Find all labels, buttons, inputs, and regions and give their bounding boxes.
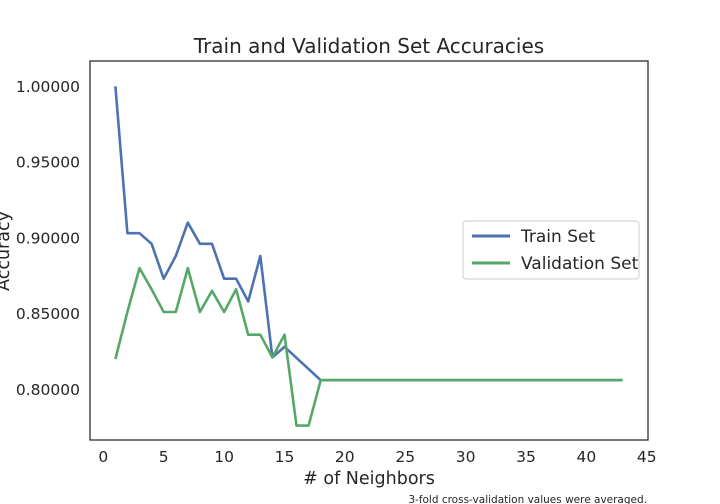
legend-label-validation-set: Validation Set [521,254,639,274]
x-tick-label: 5 [159,448,169,466]
y-tick-label: 1.00000 [16,78,80,96]
footnote: 3-fold cross-validation values were aver… [408,494,647,504]
x-tick-label: 30 [456,448,476,466]
series-lines [114,86,623,427]
y-tick-labels: 0.80000 0.85000 0.90000 0.95000 1.00000 [16,78,80,399]
y-tick-label: 0.95000 [16,154,80,172]
y-tick-label: 0.90000 [16,229,80,247]
series-line-train-set [114,86,623,382]
legend-label-train-set: Train Set [520,227,595,247]
x-tick-label: 40 [577,448,597,466]
x-tick-label: 0 [98,448,108,466]
x-tick-label: 45 [637,448,657,466]
x-tick-label: 15 [275,448,295,466]
y-tick-label: 0.85000 [16,305,80,323]
y-axis-label: Accuracy [0,211,14,291]
series-line-validation-set [114,266,623,427]
x-tick-label: 10 [214,448,234,466]
plot-frame [89,60,649,441]
y-tick-label: 0.80000 [16,381,80,399]
x-tick-label: 35 [516,448,536,466]
x-tick-label: 20 [335,448,355,466]
chart-title: Train and Validation Set Accuracies [193,34,544,58]
legend: Train Set Validation Set [462,220,640,280]
x-tick-label: 25 [395,448,415,466]
x-axis-label: # of Neighbors [303,469,435,489]
x-tick-labels: 0 5 10 15 20 25 30 35 40 45 [98,448,656,466]
